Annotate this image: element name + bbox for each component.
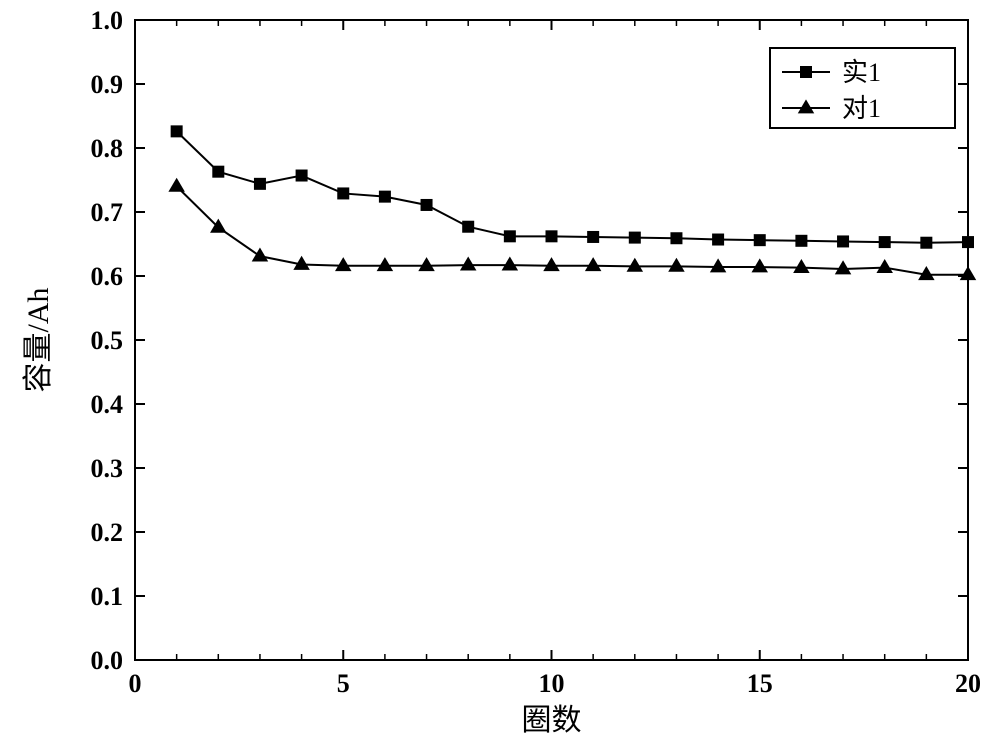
capacity-cycle-chart: 0 5 10 15 20 0.0 0.1 0.2 0.3 0.4 0.5 0.6 0.7 0.8 0.9 1.… [0,0,1000,749]
series-1 [168,178,976,280]
x-tick-label: 15 [747,669,773,698]
x-tick-label: 10 [539,669,565,698]
y-tick-label: 0.2 [91,518,124,547]
chart-container: 0 5 10 15 20 0.0 0.1 0.2 0.3 0.4 0.5 0.6 0.7 0.8 0.9 1.… [0,0,1000,749]
x-tick-label: 5 [337,669,350,698]
legend: 实1对1 [770,48,955,128]
y-tick-label: 0.5 [91,326,124,355]
y-tick-label: 0.6 [91,262,124,291]
y-tick-label: 0.1 [91,582,124,611]
legend-label-0: 实1 [842,58,881,87]
x-tick-label: 20 [955,669,981,698]
y-tick-label: 0.0 [91,646,124,675]
x-tick-label: 0 [129,669,142,698]
y-tick-label: 0.3 [91,454,124,483]
y-tick-label: 1.0 [91,6,124,35]
y-axis-label: 容量/Ah [22,288,55,393]
series-0 [171,125,974,248]
y-tick-label: 0.8 [91,134,124,163]
x-axis-label: 圈数 [522,704,582,737]
y-tick-label: 0.4 [91,390,124,419]
y-tick-label: 0.9 [91,70,124,99]
legend-label-1: 对1 [842,94,881,123]
y-tick-label: 0.7 [91,198,124,227]
